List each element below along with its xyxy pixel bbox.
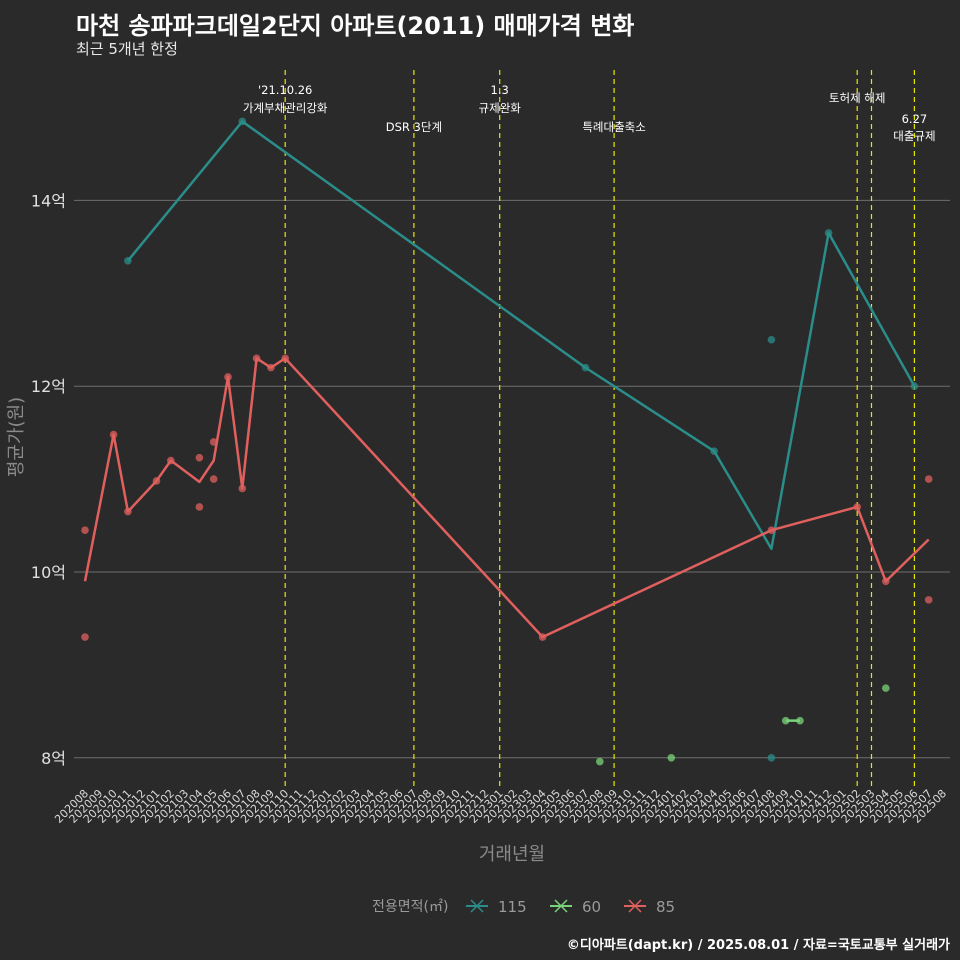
point-115-202404 xyxy=(710,447,718,456)
point-115-202107 xyxy=(238,117,247,126)
point-85-202110 xyxy=(281,354,290,363)
series-points xyxy=(81,117,933,766)
point-85-202108 xyxy=(252,354,261,363)
point-85-202011 xyxy=(124,507,132,516)
event-label: 규제완화 xyxy=(479,101,522,115)
event-label: 토허제 해제 xyxy=(829,91,886,105)
point-115-202307 xyxy=(581,363,590,372)
point-85-202109 xyxy=(267,363,275,372)
legend: 전용면적(㎡) 115 60 85 xyxy=(372,898,675,916)
series-line-85 xyxy=(83,357,930,639)
point-85-202304 xyxy=(538,633,547,641)
point-60-202504 xyxy=(882,684,890,692)
point-85-202008 xyxy=(81,526,89,534)
y-tick-label: 14억 xyxy=(31,191,66,210)
point-115-202408 xyxy=(767,335,776,344)
point-85-202008 xyxy=(81,633,89,641)
point-85-202502 xyxy=(853,503,861,511)
event-label: 가계부채관리강화 xyxy=(243,101,328,115)
event-label: 대출규제 xyxy=(893,129,935,143)
legend-key-mark xyxy=(470,899,484,913)
point-115-202506 xyxy=(910,382,919,391)
point-85-202010 xyxy=(109,430,118,439)
event-label: '21.10.26 xyxy=(258,83,312,97)
y-axis: 8억 10억 12억 14억 xyxy=(31,191,66,767)
point-85-202106 xyxy=(224,373,232,381)
point-85-202504 xyxy=(882,577,890,586)
point-85-202507 xyxy=(924,475,933,483)
point-85-202107 xyxy=(238,484,247,493)
point-85-202104 xyxy=(195,503,204,511)
point-115-202408 xyxy=(767,754,776,762)
point-85-202101 xyxy=(152,477,161,485)
y-tick-label: 8억 xyxy=(41,749,66,768)
y-tick-label: 12억 xyxy=(31,377,66,396)
chart-subtitle: 최근 5개년 한정 xyxy=(76,40,178,58)
legend-label: 60 xyxy=(582,898,601,916)
grid-lines xyxy=(74,199,950,759)
event-label: DSR 3단계 xyxy=(386,120,442,134)
event-label: 6.27 xyxy=(902,112,928,126)
x-axis-label: 거래년월 xyxy=(479,844,545,865)
point-85-202507 xyxy=(924,596,933,604)
legend-item-60: 60 xyxy=(550,898,601,916)
point-60-202409 xyxy=(781,716,790,725)
point-60-202410 xyxy=(796,716,804,725)
y-tick-label: 10억 xyxy=(31,563,66,582)
legend-key-mark xyxy=(628,899,642,913)
event-label: 특례대출축소 xyxy=(582,120,645,134)
point-85-202105 xyxy=(209,438,218,446)
legend-key-mark xyxy=(554,899,568,913)
event-label: 1.3 xyxy=(491,83,509,97)
point-60-202308 xyxy=(596,757,604,766)
point-85-202102 xyxy=(167,456,175,465)
legend-label: 115 xyxy=(498,898,527,916)
point-85-202408 xyxy=(767,526,776,534)
legend-item-85: 85 xyxy=(624,898,675,916)
y-axis-label: 평균가(원) xyxy=(6,397,27,477)
point-60-202401 xyxy=(667,754,676,762)
source-caption: ©디아파트(dapt.kr) / 2025.08.01 / 자료=국토교통부 실… xyxy=(566,938,950,953)
x-axis: 2020082020092020102020112020122021012021… xyxy=(52,787,949,826)
legend-label: 85 xyxy=(656,898,675,916)
point-85-202105 xyxy=(209,475,218,483)
legend-title: 전용면적(㎡) xyxy=(372,899,448,915)
series-line-115 xyxy=(126,120,916,551)
point-115-202011 xyxy=(124,256,132,265)
point-115-202412 xyxy=(824,229,833,237)
series-lines xyxy=(83,120,930,722)
point-85-202104 xyxy=(195,453,204,462)
legend-item-115: 115 xyxy=(466,898,527,916)
chart-title: 마천 송파파크데일2단지 아파트(2011) 매매가격 변화 xyxy=(76,12,635,40)
